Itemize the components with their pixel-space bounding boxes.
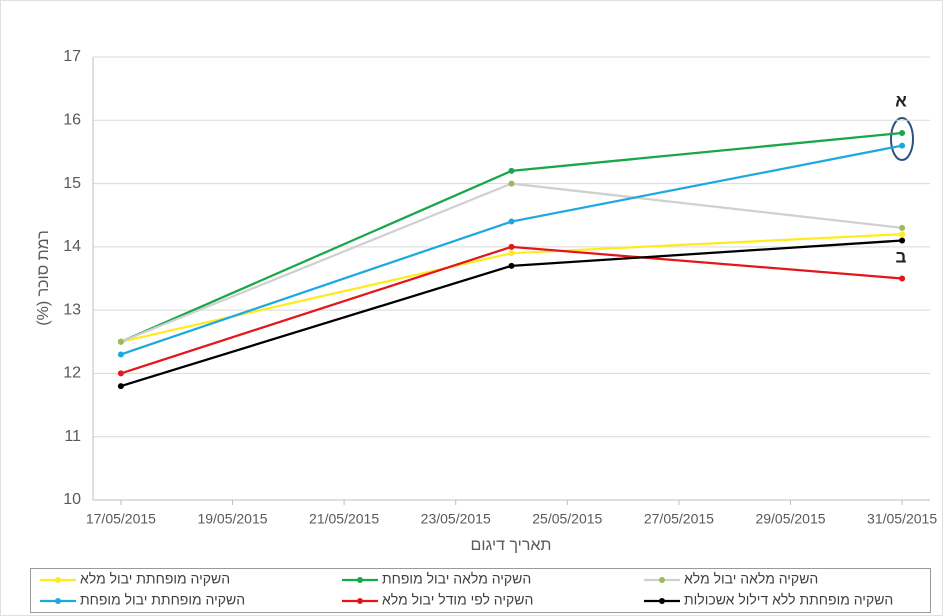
x-tick-label: 29/05/2015 <box>755 511 825 527</box>
point <box>508 180 515 187</box>
x-tick-label: 27/05/2015 <box>644 511 714 527</box>
y-tick-label: 10 <box>63 491 81 508</box>
x-tick-label: 21/05/2015 <box>309 511 379 527</box>
legend-label: השקיה מלאה יבול מלא <box>684 571 818 587</box>
y-axis-label: רמת סוכר (%) <box>35 230 52 325</box>
legend-label: השקיה מופחתת יבול מופחת <box>80 592 245 608</box>
x-tick-label: 17/05/2015 <box>86 511 156 527</box>
point <box>899 224 906 231</box>
legend-label: השקיה מופחתת ללא דילול אשכולות <box>684 592 893 608</box>
point <box>508 262 515 269</box>
legend-marker <box>55 598 61 604</box>
point <box>899 237 906 244</box>
y-tick-label: 12 <box>63 365 81 382</box>
legend-label: השקיה לפי מודל יבול מלא <box>382 592 533 608</box>
point <box>899 142 906 149</box>
annotation: ב <box>896 247 907 266</box>
x-tick-label: 31/05/2015 <box>867 511 937 527</box>
point <box>117 351 124 358</box>
x-tick-label: 25/05/2015 <box>532 511 602 527</box>
x-tick-label: 23/05/2015 <box>421 511 491 527</box>
point <box>117 383 124 390</box>
legend-marker <box>357 577 363 583</box>
legend-label: השקיה מופחתת יבול מלא <box>80 571 230 587</box>
annotation: א <box>895 91 907 110</box>
point <box>117 338 124 345</box>
point <box>508 243 515 250</box>
x-axis-label: תאריך דיגום <box>471 537 552 554</box>
point <box>117 370 124 377</box>
point <box>899 231 906 238</box>
y-tick-label: 17 <box>63 48 81 65</box>
y-tick-label: 11 <box>64 428 81 445</box>
legend-label: השקיה מלאה יבול מופחת <box>382 571 531 587</box>
point <box>899 275 906 282</box>
legend-marker <box>55 577 61 583</box>
legend-marker <box>659 577 665 583</box>
point <box>508 167 515 174</box>
y-tick-label: 16 <box>63 112 81 129</box>
y-tick-label: 14 <box>63 238 81 255</box>
y-tick-label: 13 <box>63 301 81 318</box>
point <box>508 250 515 257</box>
legend-box <box>30 568 931 613</box>
legend-marker <box>357 598 363 604</box>
point <box>899 129 906 136</box>
point <box>508 218 515 225</box>
x-tick-label: 19/05/2015 <box>197 511 267 527</box>
highlight-ellipse <box>890 117 914 161</box>
legend-marker <box>659 598 665 604</box>
y-tick-label: 15 <box>63 175 81 192</box>
